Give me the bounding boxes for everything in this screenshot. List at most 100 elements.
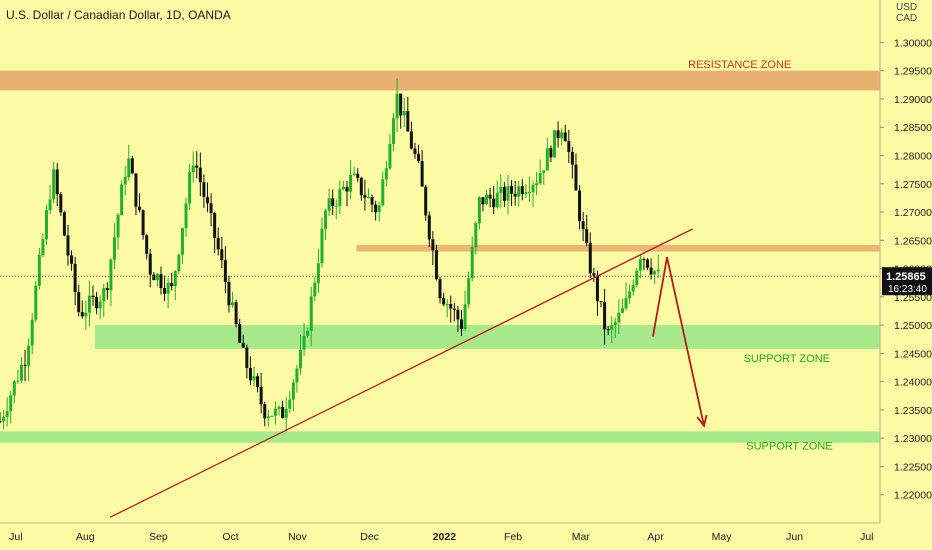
currency-label: USD CAD — [896, 2, 917, 24]
candle-body — [155, 274, 159, 281]
candle-body — [556, 130, 560, 138]
candle-body — [520, 186, 524, 195]
candle-body — [198, 167, 202, 183]
candle-body — [2, 417, 6, 422]
candle-body — [409, 131, 413, 149]
candle-body — [613, 322, 617, 326]
candle-body — [241, 342, 245, 348]
x-tick-label: Jun — [786, 531, 803, 543]
candle-body — [649, 267, 653, 275]
candle-body — [73, 263, 77, 293]
candle-body — [395, 93, 399, 119]
candle-body — [205, 196, 209, 204]
candle-body — [123, 177, 127, 185]
candle-body — [120, 184, 124, 215]
candle-body — [37, 255, 41, 286]
candle-body — [209, 203, 213, 214]
candle-body — [62, 212, 66, 236]
candle-body — [281, 406, 285, 418]
candle-body — [531, 185, 535, 192]
candle-body — [542, 170, 546, 173]
candle-body — [277, 406, 281, 409]
candle-body — [334, 205, 338, 207]
candle-body — [653, 271, 657, 275]
candle-body — [234, 302, 238, 325]
candle-body — [284, 408, 288, 418]
candle-body — [41, 239, 45, 256]
current-price-box — [882, 267, 932, 296]
candle-body — [638, 259, 642, 271]
currency-line-1: USD — [896, 2, 918, 13]
y-tick-label: 1.25000 — [894, 320, 932, 332]
candle-body — [180, 228, 184, 255]
currency-line-2: CAD — [896, 13, 918, 24]
x-tick-label: Sep — [149, 531, 168, 543]
candle-body — [177, 254, 181, 272]
y-tick-label: 1.22000 — [894, 490, 932, 502]
candle-body — [438, 279, 442, 299]
candle-body — [48, 199, 52, 211]
candle-body — [45, 210, 49, 240]
candle-body — [166, 282, 170, 294]
candle-body — [148, 253, 152, 275]
candle-body — [656, 269, 660, 272]
candle-body — [470, 247, 474, 279]
candle-body — [381, 179, 385, 206]
candle-body — [105, 288, 109, 291]
candle-body — [77, 292, 81, 313]
candle-body — [195, 165, 199, 168]
candle-body — [141, 210, 145, 236]
candle-body — [70, 255, 74, 264]
candle-body — [112, 237, 116, 260]
candle-body — [545, 148, 549, 171]
candle-body — [631, 285, 635, 292]
candle-body — [341, 186, 345, 189]
candle-body — [485, 194, 489, 205]
x-axis: Jul Aug Sep Oct Nov Dec 2022 Feb Mar Apr May Jun Jul — [0, 522, 880, 543]
candle-body — [66, 235, 70, 256]
candle-body — [578, 190, 582, 222]
y-tick-label: 1.27500 — [894, 179, 932, 191]
countdown-label: 16:23:40 — [888, 284, 927, 295]
candle-body — [55, 169, 59, 195]
candle-body — [427, 215, 431, 240]
y-tick-label: 1.27000 — [894, 207, 932, 219]
candle-body — [459, 319, 463, 330]
candle-body — [302, 335, 306, 350]
candle-body — [30, 319, 34, 346]
candle-body — [291, 382, 295, 400]
candle-body — [252, 376, 256, 381]
candle-body — [510, 185, 514, 194]
candle-body — [366, 197, 370, 199]
candle-body — [456, 309, 460, 320]
candle-body — [635, 270, 639, 286]
candle-body — [109, 259, 113, 291]
candle-body — [413, 148, 417, 155]
y-axis: 1.30000 1.29500 1.29000 1.28500 1.28000 1.275… — [879, 0, 932, 523]
x-tick-label: Jul — [9, 531, 22, 543]
candle-body — [313, 283, 317, 297]
candle-body — [52, 169, 56, 200]
candle-body — [388, 144, 392, 169]
candle-body — [202, 182, 206, 197]
candle-body — [220, 249, 224, 261]
candle-body — [266, 416, 270, 419]
candle-body — [102, 288, 106, 302]
mid-resistance — [356, 244, 880, 252]
candle-body — [574, 164, 578, 191]
candle-body — [402, 111, 406, 116]
y-tick-label: 1.24000 — [894, 377, 932, 389]
candle-body — [585, 229, 589, 243]
candle-body — [288, 399, 292, 409]
candle-body — [492, 198, 496, 208]
candle-body — [59, 194, 63, 213]
candle-body — [603, 302, 607, 330]
candle-body — [420, 161, 424, 187]
candle-body — [138, 206, 142, 211]
y-tick-label: 1.29000 — [894, 94, 932, 106]
candle-body — [130, 158, 134, 174]
candle-body — [16, 380, 20, 382]
x-tick-label: Aug — [76, 531, 95, 543]
